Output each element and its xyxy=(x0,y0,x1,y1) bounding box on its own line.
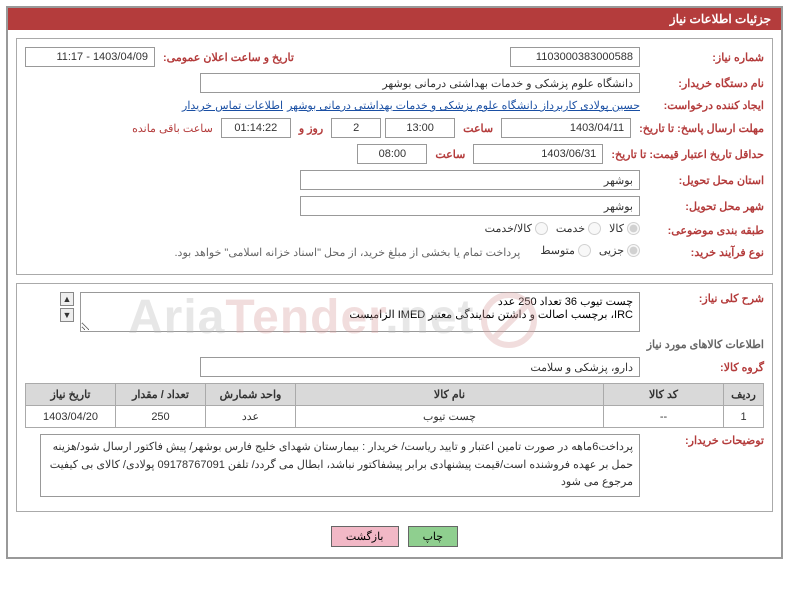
print-button[interactable]: چاپ xyxy=(408,526,459,547)
label-deliv-city: شهر محل تحویل: xyxy=(644,200,764,213)
label-days-and: روز و xyxy=(295,122,327,135)
label-desc: شرح کلی نیاز: xyxy=(644,292,764,305)
value-deliv-city: بوشهر xyxy=(300,196,640,216)
value-price-valid-time: 08:00 xyxy=(357,144,427,164)
col-header-1: کد کالا xyxy=(604,384,724,406)
value-need-no: 1103000383000588 xyxy=(510,47,640,67)
value-reply-time: 13:00 xyxy=(385,118,455,138)
label-goods-group: گروه کالا: xyxy=(644,361,764,374)
label-purchase-type: نوع فرآیند خرید: xyxy=(644,246,764,259)
cell-0-3: عدد xyxy=(206,406,296,428)
label-subject-cat: طبقه بندی موضوعی: xyxy=(644,224,764,237)
value-price-valid-date: 1403/06/31 xyxy=(473,144,603,164)
subject-option-0[interactable]: کالا xyxy=(609,222,640,235)
value-days-left: 2 xyxy=(331,118,381,138)
button-row: چاپ بازگشت xyxy=(16,520,773,549)
desc-fieldset: شرح کلی نیاز: ▲ ▼ اطلاعات کالاهای مورد ن… xyxy=(16,283,773,512)
label-reply-deadline: مهلت ارسال پاسخ: تا تاریخ: xyxy=(635,122,764,135)
value-goods-group: دارو، پزشکی و سلامت xyxy=(200,357,640,377)
table-row: 1--چست تیوبعدد2501403/04/20 xyxy=(26,406,764,428)
value-buyer-notes: پرداخت6ماهه در صورت تامین اعتبار و تایید… xyxy=(40,434,640,497)
general-fieldset: شماره نیاز: 1103000383000588 تاریخ و ساع… xyxy=(16,38,773,275)
value-deliv-prov: بوشهر xyxy=(300,170,640,190)
label-requester: ایجاد کننده درخواست: xyxy=(644,99,764,112)
label-buyer-notes: توضیحات خریدار: xyxy=(644,434,764,447)
value-buyer-org: دانشگاه علوم پزشکی و خدمات بهداشتی درمان… xyxy=(200,73,640,93)
cell-0-0: 1 xyxy=(724,406,764,428)
cell-0-1: -- xyxy=(604,406,724,428)
purchase-radio-group: جزیی متوسط xyxy=(532,244,640,260)
need-details-panel: جزئیات اطلاعات نیاز AriaTender.net شماره… xyxy=(6,6,783,559)
buyer-contact-link[interactable]: اطلاعات تماس خریدار xyxy=(182,99,283,112)
label-deliv-prov: استان محل تحویل: xyxy=(644,174,764,187)
col-header-4: تعداد / مقدار xyxy=(116,384,206,406)
payment-note: پرداخت تمام یا بخشی از مبلغ خرید، از محل… xyxy=(175,246,529,259)
value-time-left: 01:14:22 xyxy=(221,118,291,138)
value-announce-dt: 1403/04/09 - 11:17 xyxy=(25,47,155,67)
label-announce-dt: تاریخ و ساعت اعلان عمومی: xyxy=(159,51,298,64)
back-button[interactable]: بازگشت xyxy=(331,526,399,547)
value-reply-date: 1403/04/11 xyxy=(501,118,631,138)
value-requester: حسین پولادی کاربرداز دانشگاه علوم پزشکی … xyxy=(287,99,640,112)
panel-title: جزئیات اطلاعات نیاز xyxy=(8,8,781,30)
subject-option-2[interactable]: کالا/خدمت xyxy=(485,222,548,235)
purchase-option-0[interactable]: جزیی xyxy=(599,244,640,257)
value-desc[interactable] xyxy=(80,292,640,332)
panel-body: AriaTender.net شماره نیاز: 1103000383000… xyxy=(8,30,781,557)
cell-0-5: 1403/04/20 xyxy=(26,406,116,428)
label-need-no: شماره نیاز: xyxy=(644,51,764,64)
col-header-0: ردیف xyxy=(724,384,764,406)
label-hour-1: ساعت xyxy=(459,122,497,135)
label-hour-2: ساعت xyxy=(431,148,469,161)
cell-0-4: 250 xyxy=(116,406,206,428)
purchase-option-1[interactable]: متوسط xyxy=(540,244,591,257)
col-header-2: نام کالا xyxy=(296,384,604,406)
goods-section-title: اطلاعات کالاهای مورد نیاز xyxy=(25,338,764,351)
desc-scroll-down[interactable]: ▼ xyxy=(60,308,74,322)
goods-table: ردیفکد کالانام کالاواحد شمارشتعداد / مقد… xyxy=(25,383,764,428)
col-header-3: واحد شمارش xyxy=(206,384,296,406)
label-price-valid: حداقل تاریخ اعتبار قیمت: تا تاریخ: xyxy=(607,148,764,161)
label-remaining: ساعت باقی مانده xyxy=(132,122,217,135)
subject-radio-group: کالا خدمت کالا/خدمت xyxy=(477,222,640,238)
cell-0-2: چست تیوب xyxy=(296,406,604,428)
desc-scroll-up[interactable]: ▲ xyxy=(60,292,74,306)
label-buyer-org: نام دستگاه خریدار: xyxy=(644,77,764,90)
col-header-5: تاریخ نیاز xyxy=(26,384,116,406)
subject-option-1[interactable]: خدمت xyxy=(556,222,601,235)
